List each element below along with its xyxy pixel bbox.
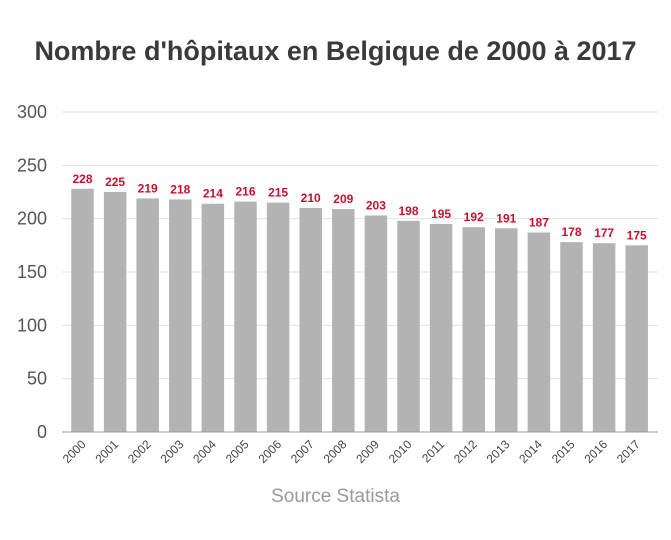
x-tick-label: 2009: [353, 437, 382, 466]
y-tick-label: 300: [17, 102, 47, 122]
data-label: 228: [72, 172, 92, 186]
bar-2004: [201, 203, 225, 432]
x-tick-label: 2005: [223, 437, 252, 466]
x-tick-label: 2013: [484, 437, 513, 466]
data-label: 191: [496, 211, 516, 225]
bar-2009: [364, 215, 388, 432]
data-label: 215: [268, 186, 288, 200]
data-labels: 228 225 219 218 214 216 215 210 209 203 198 195 192 1…: [72, 172, 647, 243]
data-label: 198: [398, 204, 418, 218]
bar-2011: [429, 224, 453, 432]
y-tick-label: 250: [17, 155, 47, 175]
bars: [71, 188, 648, 432]
data-label: 177: [594, 226, 614, 240]
bar-2003: [169, 199, 192, 432]
y-tick-label: 0: [37, 422, 47, 442]
x-tick-label: 2004: [190, 437, 219, 466]
x-tick-label: 2015: [549, 437, 578, 466]
x-tick-label: 2008: [321, 437, 350, 466]
bar-2007: [299, 208, 322, 432]
x-tick-label: 2006: [255, 437, 284, 466]
x-tick-label: 2000: [60, 437, 89, 466]
data-label: 219: [138, 181, 158, 195]
bar-2006: [266, 202, 290, 432]
bar-2016: [592, 243, 616, 432]
data-label: 178: [561, 225, 581, 239]
bar-2013: [495, 228, 518, 432]
x-tick-label: 2010: [386, 437, 415, 466]
data-label: 214: [203, 187, 223, 201]
data-label: 187: [529, 216, 549, 230]
chart-title: Nombre d'hôpitaux en Belgique de 2000 à …: [34, 36, 637, 66]
x-tick-label: 2016: [581, 437, 610, 466]
x-axis-ticks: 2000 2001 2002 2003 2004 2005 2006 2007 2008 2009…: [60, 437, 643, 466]
bar-2001: [103, 192, 127, 432]
bar-2017: [625, 245, 648, 432]
bar-2000: [71, 188, 94, 432]
data-label: 203: [366, 198, 386, 212]
source-note: Source Statista: [271, 486, 400, 507]
data-label: 175: [627, 228, 647, 242]
y-tick-label: 200: [17, 209, 47, 229]
gridlines: [62, 111, 658, 380]
x-tick-label: 2012: [451, 437, 480, 466]
x-tick-label: 2011: [419, 437, 447, 465]
data-label: 218: [170, 182, 190, 196]
data-label: 195: [431, 207, 451, 221]
y-axis-ticks: 0 50 100 150 200 250 300: [17, 102, 47, 442]
y-tick-label: 50: [27, 369, 47, 389]
data-label: 225: [105, 175, 125, 189]
data-label: 209: [333, 192, 353, 206]
bar-2014: [527, 232, 551, 432]
y-tick-label: 150: [17, 262, 47, 282]
x-tick-label: 2001: [92, 437, 121, 466]
bar-2005: [234, 201, 257, 432]
x-tick-label: 2007: [288, 437, 317, 466]
x-tick-label: 2003: [158, 437, 187, 466]
bar-2008: [332, 209, 355, 432]
data-label: 192: [464, 210, 484, 224]
x-tick-label: 2014: [516, 437, 545, 466]
bar-2010: [397, 220, 420, 432]
bar-2012: [462, 227, 485, 432]
data-label: 210: [301, 191, 321, 205]
bar-2015: [560, 242, 583, 432]
bar-2002: [136, 198, 159, 432]
x-tick-label: 2017: [614, 437, 643, 466]
data-label: 216: [235, 185, 255, 199]
y-tick-label: 100: [17, 315, 47, 335]
x-tick-label: 2002: [125, 437, 154, 466]
